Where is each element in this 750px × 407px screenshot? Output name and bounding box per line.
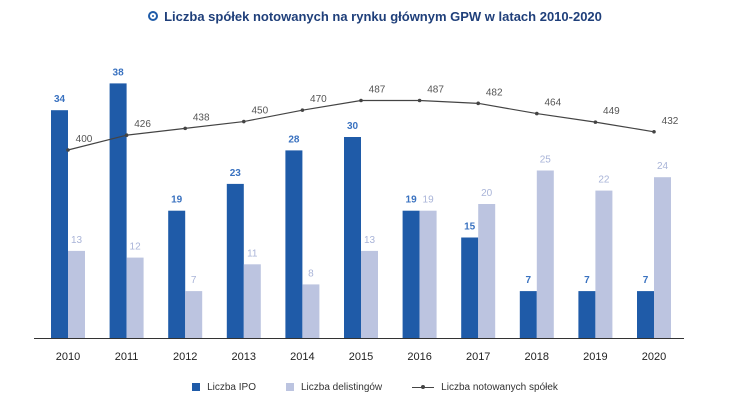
x-tick-label: 2018 bbox=[525, 351, 549, 363]
line-point bbox=[124, 133, 129, 138]
data-label-listed: 449 bbox=[603, 106, 620, 117]
line-point bbox=[66, 148, 70, 152]
bar-ipo bbox=[461, 237, 479, 338]
data-label-ipo: 19 bbox=[406, 195, 418, 206]
chart-title: Liczba spółek notowanych na rynku główny… bbox=[164, 8, 602, 24]
bar-delisting bbox=[302, 284, 320, 338]
bar-ipo bbox=[344, 137, 361, 338]
data-label-listed: 487 bbox=[427, 85, 444, 96]
chart-legend: Liczba IPO Liczba delistingów Liczba not… bbox=[0, 378, 750, 396]
data-label-delisting: 25 bbox=[540, 155, 552, 166]
x-tick-label: 2019 bbox=[583, 351, 607, 363]
data-label-ipo: 7 bbox=[584, 275, 590, 286]
x-tick-label: 2012 bbox=[173, 351, 197, 363]
line-point bbox=[359, 98, 363, 103]
bar-delisting bbox=[478, 204, 496, 338]
bar-ipo bbox=[168, 210, 186, 338]
legend-swatch-ipo bbox=[192, 383, 201, 391]
legend-swatch-listed bbox=[412, 383, 435, 391]
data-label-ipo: 23 bbox=[230, 168, 242, 179]
x-tick-label: 2020 bbox=[642, 351, 666, 363]
data-label-listed: 450 bbox=[251, 106, 268, 117]
line-point bbox=[652, 129, 656, 134]
line-point bbox=[593, 120, 598, 124]
legend-item-delisting: Liczba delistingów bbox=[286, 382, 382, 393]
data-label-listed: 464 bbox=[544, 98, 561, 109]
data-label-delisting: 13 bbox=[364, 235, 376, 246]
x-tick-label: 2011 bbox=[115, 351, 139, 363]
line-point bbox=[417, 98, 422, 103]
data-label-delisting: 24 bbox=[657, 161, 669, 172]
chart-title-row: Liczba spółek notowanych na rynku główny… bbox=[0, 6, 750, 26]
legend-label-delisting: Liczba delistingów bbox=[301, 381, 383, 393]
data-label-listed: 400 bbox=[76, 134, 93, 145]
data-label-delisting: 13 bbox=[71, 235, 83, 246]
data-label-listed: 482 bbox=[486, 87, 503, 98]
x-tick-label: 2015 bbox=[349, 351, 373, 363]
data-label-listed: 432 bbox=[662, 116, 679, 127]
x-tick-label: 2016 bbox=[407, 351, 431, 363]
data-label-ipo: 38 bbox=[113, 67, 125, 78]
circle-bullet-icon bbox=[148, 11, 159, 21]
bar-delisting bbox=[68, 250, 85, 338]
data-label-delisting: 12 bbox=[130, 242, 142, 253]
x-tick-label: 2010 bbox=[56, 351, 80, 363]
x-tick-label: 2014 bbox=[290, 351, 314, 363]
bar-delisting bbox=[243, 264, 261, 338]
data-label-listed: 487 bbox=[369, 85, 386, 96]
data-label-delisting: 7 bbox=[191, 275, 197, 286]
legend-item-listed: Liczba notowanych spółek bbox=[412, 382, 558, 393]
bar-ipo bbox=[226, 183, 244, 338]
data-label-listed: 470 bbox=[310, 94, 327, 105]
data-label-listed: 426 bbox=[134, 119, 151, 130]
bar-delisting bbox=[595, 190, 613, 338]
bar-delisting bbox=[654, 177, 671, 338]
data-label-delisting: 22 bbox=[598, 175, 610, 186]
data-label-delisting: 19 bbox=[423, 195, 435, 206]
bar-delisting bbox=[361, 250, 378, 338]
legend-swatch-delisting bbox=[286, 383, 294, 391]
data-label-ipo: 34 bbox=[54, 94, 66, 105]
bar-delisting bbox=[126, 257, 144, 338]
line-point bbox=[300, 108, 305, 112]
x-tick-label: 2017 bbox=[466, 351, 490, 363]
legend-label-listed: Liczba notowanych spółek bbox=[441, 381, 558, 393]
bar-ipo bbox=[51, 110, 68, 338]
data-label-ipo: 30 bbox=[347, 121, 359, 132]
legend-item-ipo: Liczba IPO bbox=[192, 382, 256, 393]
x-tick-label: 2013 bbox=[232, 351, 256, 363]
line-point bbox=[183, 126, 187, 131]
data-label-ipo: 7 bbox=[643, 275, 649, 286]
data-label-delisting: 20 bbox=[481, 188, 493, 199]
line-point bbox=[242, 119, 246, 124]
bar-delisting bbox=[536, 170, 554, 338]
data-label-delisting: 11 bbox=[247, 248, 258, 259]
data-label-listed: 438 bbox=[193, 112, 210, 123]
bar-delisting bbox=[185, 291, 203, 338]
line-point bbox=[535, 111, 539, 116]
bar-ipo bbox=[109, 83, 127, 339]
data-label-ipo: 19 bbox=[171, 195, 183, 206]
data-label-ipo: 15 bbox=[464, 222, 476, 233]
data-label-ipo: 7 bbox=[526, 275, 532, 286]
bar-ipo bbox=[637, 291, 654, 338]
legend-label-ipo: Liczba IPO bbox=[207, 381, 256, 393]
bar-ipo bbox=[578, 291, 596, 338]
bar-delisting bbox=[419, 210, 437, 338]
data-label-delisting: 8 bbox=[308, 268, 314, 279]
bar-ipo bbox=[402, 210, 420, 338]
line-point bbox=[476, 101, 481, 106]
bar-ipo bbox=[519, 291, 537, 338]
data-label-ipo: 28 bbox=[288, 134, 300, 145]
bar-ipo bbox=[285, 150, 303, 338]
